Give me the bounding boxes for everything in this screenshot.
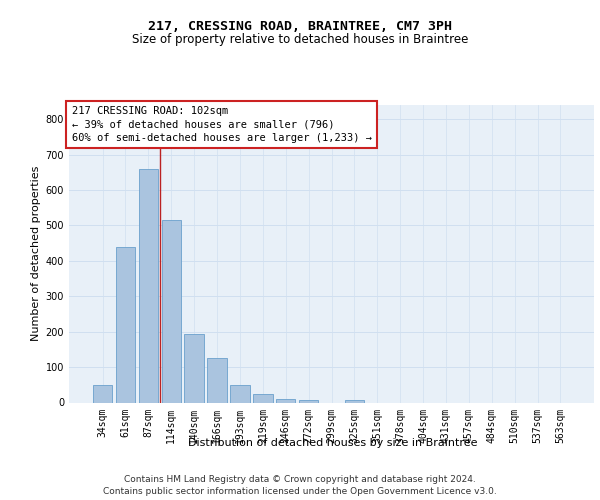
Bar bbox=[253, 394, 272, 402]
Text: Distribution of detached houses by size in Braintree: Distribution of detached houses by size … bbox=[188, 438, 478, 448]
Bar bbox=[276, 399, 295, 402]
Text: 217 CRESSING ROAD: 102sqm
← 39% of detached houses are smaller (796)
60% of semi: 217 CRESSING ROAD: 102sqm ← 39% of detac… bbox=[71, 106, 371, 143]
Bar bbox=[344, 400, 364, 402]
Text: Contains public sector information licensed under the Open Government Licence v3: Contains public sector information licen… bbox=[103, 486, 497, 496]
Bar bbox=[161, 220, 181, 402]
Text: Contains HM Land Registry data © Crown copyright and database right 2024.: Contains HM Land Registry data © Crown c… bbox=[124, 474, 476, 484]
Text: 217, CRESSING ROAD, BRAINTREE, CM7 3PH: 217, CRESSING ROAD, BRAINTREE, CM7 3PH bbox=[148, 20, 452, 33]
Bar bbox=[184, 334, 204, 402]
Bar bbox=[93, 385, 112, 402]
Text: Size of property relative to detached houses in Braintree: Size of property relative to detached ho… bbox=[132, 32, 468, 46]
Bar bbox=[230, 385, 250, 402]
Bar bbox=[299, 400, 319, 402]
Bar bbox=[116, 246, 135, 402]
Y-axis label: Number of detached properties: Number of detached properties bbox=[31, 166, 41, 342]
Bar bbox=[208, 358, 227, 403]
Bar bbox=[139, 169, 158, 402]
